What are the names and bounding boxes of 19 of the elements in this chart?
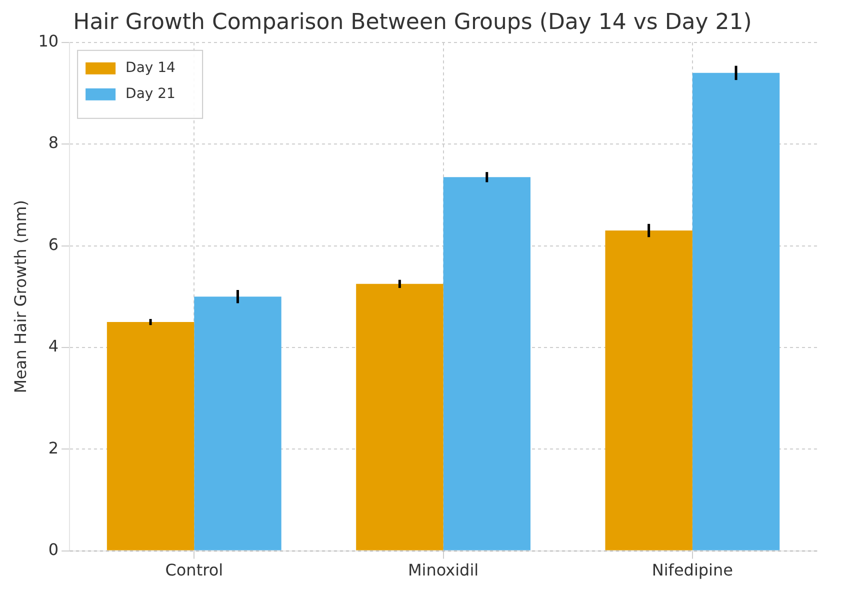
bar [605, 230, 692, 550]
y-tick-label: 0 [48, 540, 59, 559]
y-tick-label: 8 [48, 133, 59, 152]
y-tick-label: 10 [38, 32, 59, 51]
legend-label: Day 21 [126, 86, 176, 102]
x-tick-label: Control [165, 560, 224, 580]
chart-title: Hair Growth Comparison Between Groups (Day 14 vs Day 21) [73, 10, 752, 35]
bar [356, 284, 444, 550]
bar [106, 322, 194, 550]
y-axis-title: Mean Hair Growth (mm) [10, 200, 30, 394]
x-tick-label: Minoxidil [408, 560, 479, 580]
bar [194, 296, 282, 550]
legend-label: Day 14 [126, 60, 176, 76]
bar [692, 72, 780, 550]
y-tick-label: 6 [48, 234, 59, 254]
x-tick-label: Nifedipine [652, 560, 733, 580]
bar [443, 177, 530, 550]
y-tick-label: 2 [48, 438, 59, 458]
y-tick-label: 4 [48, 336, 59, 356]
